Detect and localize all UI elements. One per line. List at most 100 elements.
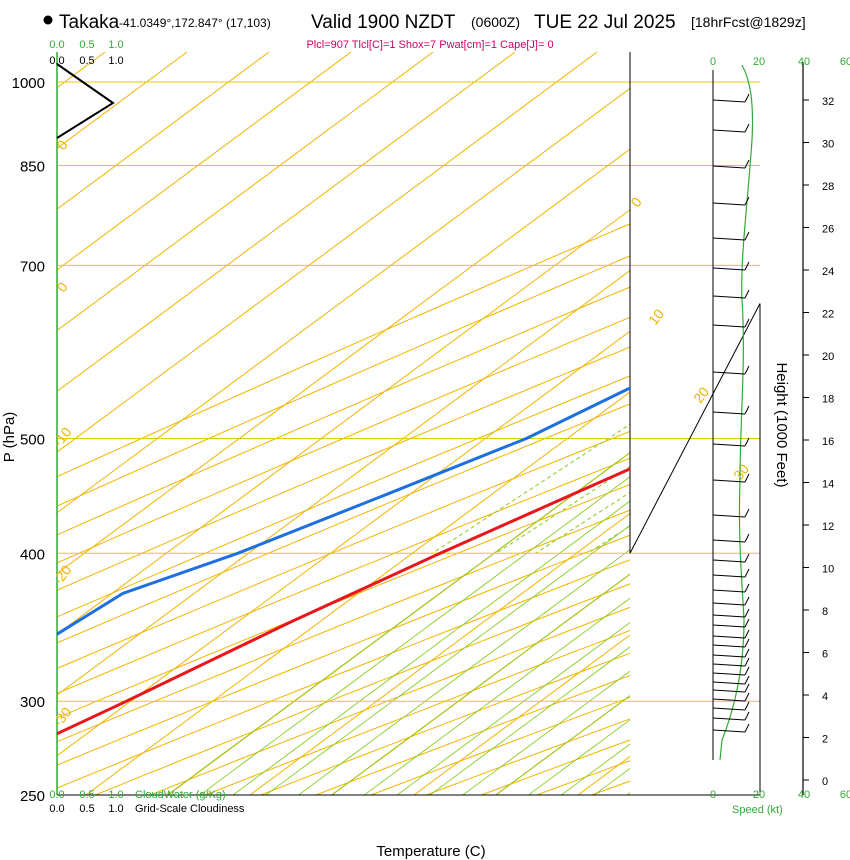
forecast-info: [18hrFcst@1829z] (691, 14, 806, 30)
isotherm-line (331, 573, 630, 795)
wind-speed-top-tick: 60 (840, 56, 850, 68)
height-tick-label: 22 (822, 309, 834, 321)
dry-adiabat-line (481, 739, 630, 795)
wind-barb-flag (744, 289, 750, 299)
wind-barb (712, 165, 746, 169)
dewpoint-profile (57, 386, 630, 636)
isotherm-line (85, 391, 630, 795)
height-tick-label: 30 (822, 139, 834, 151)
cloudiness-profile (56, 63, 115, 139)
wind-barb (712, 589, 746, 593)
height-tick-label: 26 (822, 224, 834, 236)
pressure-tick-label: 1000 (12, 75, 45, 92)
wind-barb-flag (744, 666, 750, 676)
wind-speed-top-tick: 0 (710, 56, 716, 68)
height-tick-label: 8 (822, 606, 828, 618)
wind-barb (712, 295, 746, 299)
mixing-ratio-line (638, 82, 850, 553)
wind-barb (712, 644, 746, 648)
wind-barb-flag (744, 261, 750, 271)
cloud-water-top-tick: 1.0 (108, 39, 123, 51)
wind-speed-top-tick: 20 (753, 56, 765, 68)
isotherm-line (249, 512, 630, 795)
wind-barb (712, 663, 746, 667)
wind-speed-bottom-tick: 0 (710, 789, 716, 801)
cloud-water-top-tick: 0.5 (79, 39, 94, 51)
plot-frame (56, 52, 804, 796)
y-axis-title: P (hPa) (1, 412, 18, 463)
pressure-tick-label: 500 (20, 431, 45, 448)
wind-barb (712, 689, 746, 693)
height-tick-label: 10 (822, 564, 834, 576)
wind-barb-flag (744, 405, 750, 415)
cloudiness-bottom-tick: 1.0 (108, 803, 123, 815)
cloud-profile (56, 63, 115, 139)
isotherm-line (577, 755, 630, 795)
wind-barb-flag (744, 711, 750, 721)
height-tick-label: 2 (822, 734, 828, 746)
temperature-profile (57, 467, 630, 736)
wind-barb (712, 479, 746, 483)
wind-speed-bottom-tick: 60 (840, 789, 850, 801)
wind-barb-flag (744, 648, 750, 658)
dry-adiabat-line (57, 403, 630, 644)
wind-barb-flag (744, 657, 750, 667)
moist-adiabat-line (462, 670, 630, 795)
height-axis-title: Height (1000 Feet) (773, 362, 790, 487)
isotherm-label: -10 (50, 424, 75, 450)
cloud-water-bottom-tick: 0.0 (49, 789, 64, 801)
wind-barb (712, 729, 746, 733)
moist-adiabat-line (199, 476, 630, 795)
mixing-ratio-line (495, 466, 630, 554)
wind-barb (712, 698, 746, 702)
wind-barb (712, 237, 746, 241)
cloudiness-bottom-tick: 0.0 (49, 803, 64, 815)
isotherm-line (824, 52, 850, 795)
height-tick-label: 28 (822, 181, 834, 193)
wind-barb-flag (744, 638, 750, 648)
sounding-profiles (57, 386, 630, 736)
height-tick-label: 14 (822, 479, 834, 491)
wind-barb-flag (744, 533, 750, 543)
moist-adiabat-line (298, 549, 630, 795)
wind-barb-flag (744, 683, 750, 693)
isotherm-line (57, 87, 630, 514)
wind-barb (712, 624, 746, 628)
isotherm-line (57, 209, 630, 635)
wind-barb-flag (744, 508, 750, 518)
wind-barb-flag (744, 675, 750, 685)
isotherm-line (57, 330, 630, 757)
dry-adiabat-line (57, 457, 630, 694)
tropo-diagonal-line (629, 303, 761, 554)
wind-barb-flag (744, 629, 750, 639)
wind-speed-bottom-tick: 40 (798, 789, 810, 801)
moist-adiabat-line (660, 52, 850, 795)
pressure-tick-label: 700 (20, 258, 45, 275)
wind-barb-flag (744, 692, 750, 702)
valid-utc: (0600Z) (471, 14, 520, 30)
wind-barb-flag (744, 93, 750, 103)
wind-barb (712, 99, 746, 103)
wind-barb-flag (744, 723, 750, 733)
height-tick-label: 18 (822, 394, 834, 406)
wind-barb (712, 654, 746, 658)
dry-adiabat-line (57, 534, 630, 766)
isotherm-line (57, 52, 270, 210)
height-tick-label: 24 (822, 266, 834, 278)
moist-adiabat-line (561, 743, 630, 795)
cloud-water-bottom-tick: 0.5 (79, 789, 94, 801)
mixing-ratio-line (587, 525, 630, 554)
wind-barb-flag (744, 196, 750, 206)
height-tick-label: 16 (822, 436, 834, 448)
dry-adiabat-line (57, 430, 630, 670)
wind-barb-flag (744, 231, 750, 241)
height-tick-label: 32 (822, 96, 834, 108)
cloud-water-bottom-tick: 1.0 (108, 789, 123, 801)
isotherm-line (57, 52, 598, 453)
wind-barb (712, 559, 746, 563)
cloud-water-top-tick: 0.0 (49, 39, 64, 51)
wind-barb-flag (744, 473, 750, 483)
x-axis-title: Temperature (C) (376, 843, 485, 860)
wind-speed-profile (719, 64, 754, 761)
